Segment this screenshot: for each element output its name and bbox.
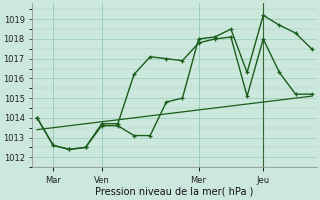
X-axis label: Pression niveau de la mer( hPa ): Pression niveau de la mer( hPa ) <box>95 187 253 197</box>
